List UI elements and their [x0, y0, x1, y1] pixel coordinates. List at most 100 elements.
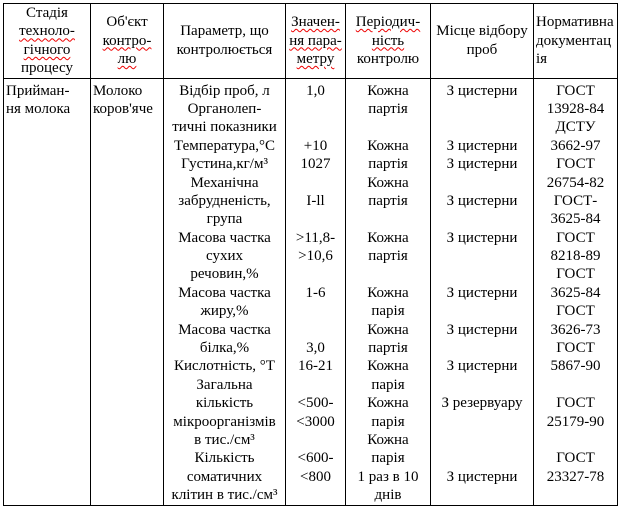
cell-line: жиру,%	[200, 303, 249, 320]
cell-line: парія	[371, 413, 405, 430]
cell-line: білка,%	[199, 340, 250, 357]
header-line: контро-	[102, 32, 152, 49]
header-line: контролю	[356, 50, 420, 67]
cell-line: клітин в тис./см³	[171, 487, 278, 504]
cell-line: ДСТУ	[555, 119, 596, 136]
header-line: ня пара-	[289, 32, 342, 49]
header-line: гічного	[23, 41, 71, 58]
cell-line: партія	[368, 100, 408, 117]
cell-line: З цистерни	[446, 229, 518, 246]
cell-line: 8218-89	[550, 248, 601, 265]
cell-line: 3625-84	[550, 211, 601, 228]
header-object: Об'єкт контро-лю	[90, 3, 164, 79]
cell-line: 1-6	[305, 284, 326, 301]
cell-line: ГОСТ	[556, 266, 595, 283]
cell-line: ГОСТ	[556, 156, 595, 173]
cell-line	[288, 431, 343, 449]
cell-line	[288, 486, 343, 504]
cell-line: <800	[300, 468, 331, 485]
cell-line: партія	[368, 156, 408, 173]
cell-line: соматичних	[186, 468, 263, 485]
cell-line	[433, 431, 531, 449]
cell-line	[348, 210, 428, 228]
header-line: Об'єкт	[106, 14, 148, 31]
cell-line: Кожна	[367, 321, 409, 338]
cell-line: Кислотність, °Т	[174, 358, 275, 375]
col-normative-docs: ГОСТ 13928-84 ДСТУ 3662-97 ГОСТ 26754-82 ГОСТ-…	[533, 77, 618, 506]
cell-line: 5867-90	[550, 358, 601, 375]
cell-line: З цистерни	[446, 468, 518, 485]
table-header-row: Стадія техноло-гічного процесу Об'єкт контро…	[3, 3, 618, 79]
table-row: Прийман-ня молока Молоко коров'яче Відбір п…	[3, 77, 618, 506]
header-stage: Стадія техноло-гічного процесу	[3, 3, 91, 79]
cell-line: днів	[374, 487, 402, 504]
cell-line: сухих	[206, 248, 243, 265]
cell-line: З цистерни	[446, 137, 518, 154]
cell-line	[433, 247, 531, 265]
col-stage: Прийман-ня молока	[3, 77, 91, 506]
cell-line	[288, 265, 343, 283]
cell-line: <600-	[297, 450, 334, 467]
cell-line: тичні показники	[172, 119, 277, 136]
header-value: Значен-ня пара-метру	[285, 3, 346, 79]
cell-line: 3625-84	[550, 284, 601, 301]
cell-line: Загальна	[196, 376, 253, 393]
header-parameter: Параметр, що контролюється	[163, 3, 286, 79]
cell-line: в тис./см³	[194, 431, 255, 448]
header-line: документац	[536, 32, 612, 49]
cell-line: 3662-97	[550, 137, 601, 154]
header-line: метру	[296, 50, 335, 67]
cell-line: Кожна	[367, 395, 409, 412]
cell-line: +10	[303, 137, 328, 154]
cell-line	[288, 210, 343, 228]
cell-line: ГОСТ	[556, 303, 595, 320]
cell-line	[536, 376, 615, 394]
cell-line: З цистерни	[446, 82, 518, 99]
cell-line: Масова частка	[178, 229, 271, 246]
header-line: Періодич-	[355, 14, 421, 31]
cell-line	[348, 118, 428, 136]
cell-line	[433, 118, 531, 136]
cell-line: <3000	[296, 413, 335, 430]
cell-line: коров'яче	[93, 100, 153, 117]
cell-line: 13928-84	[546, 100, 605, 117]
cell-line: 23327-78	[546, 468, 605, 485]
col-periodicity: Кожна партія Кожна партія Кожна партія Кожна па…	[345, 77, 431, 506]
cell-line: ГОСТ	[556, 82, 595, 99]
header-line: ія	[536, 50, 548, 67]
cell-line: партія	[368, 340, 408, 357]
cell-line: парія	[371, 450, 405, 467]
cell-line: забрудненість,	[178, 192, 271, 209]
cell-line: мікроорганізмів	[173, 413, 276, 430]
cell-line: ГОСТ-	[553, 192, 598, 209]
cell-line: З цистерни	[446, 358, 518, 375]
cell-line: кількість	[195, 395, 254, 412]
cell-line	[288, 100, 343, 118]
col-value: 1,0 +10 1027 I-ll >11,8- >10,6 1-6 3,0 16-21 <500…	[285, 77, 346, 506]
col-sampling-place: З цистерни З цистерни З цистерни З цистерни…	[430, 77, 534, 506]
cell-line: З цистерни	[446, 156, 518, 173]
cell-line	[433, 413, 531, 431]
cell-line: Кількість	[194, 450, 255, 467]
cell-line	[433, 265, 531, 283]
cell-line: партія	[368, 248, 408, 265]
cell-line: 1027	[300, 156, 331, 173]
header-line: Значен-	[291, 14, 340, 31]
header-line: контролюється	[176, 41, 273, 58]
header-normative-docs: Нормативна документац ія	[533, 3, 618, 79]
cell-line: Механічна	[190, 174, 259, 191]
cell-line: З цистерни	[446, 284, 518, 301]
cell-line: I-ll	[306, 192, 325, 209]
header-line: процесу	[20, 60, 74, 77]
cell-line: <500-	[297, 395, 334, 412]
cell-line: З резервуару	[441, 395, 523, 412]
header-line: техноло-	[19, 23, 75, 40]
cell-line	[433, 174, 531, 192]
quality-control-table: Стадія техноло-гічного процесу Об'єкт контро…	[3, 3, 618, 506]
cell-line: 1 раз в 10	[357, 468, 419, 485]
header-line: ність	[371, 32, 405, 49]
header-periodicity: Періодич-ність контролю	[345, 3, 431, 79]
cell-line: ГОСТ	[556, 340, 595, 357]
header-sampling-place: Місце відбору проб	[430, 3, 534, 79]
cell-line	[433, 210, 531, 228]
